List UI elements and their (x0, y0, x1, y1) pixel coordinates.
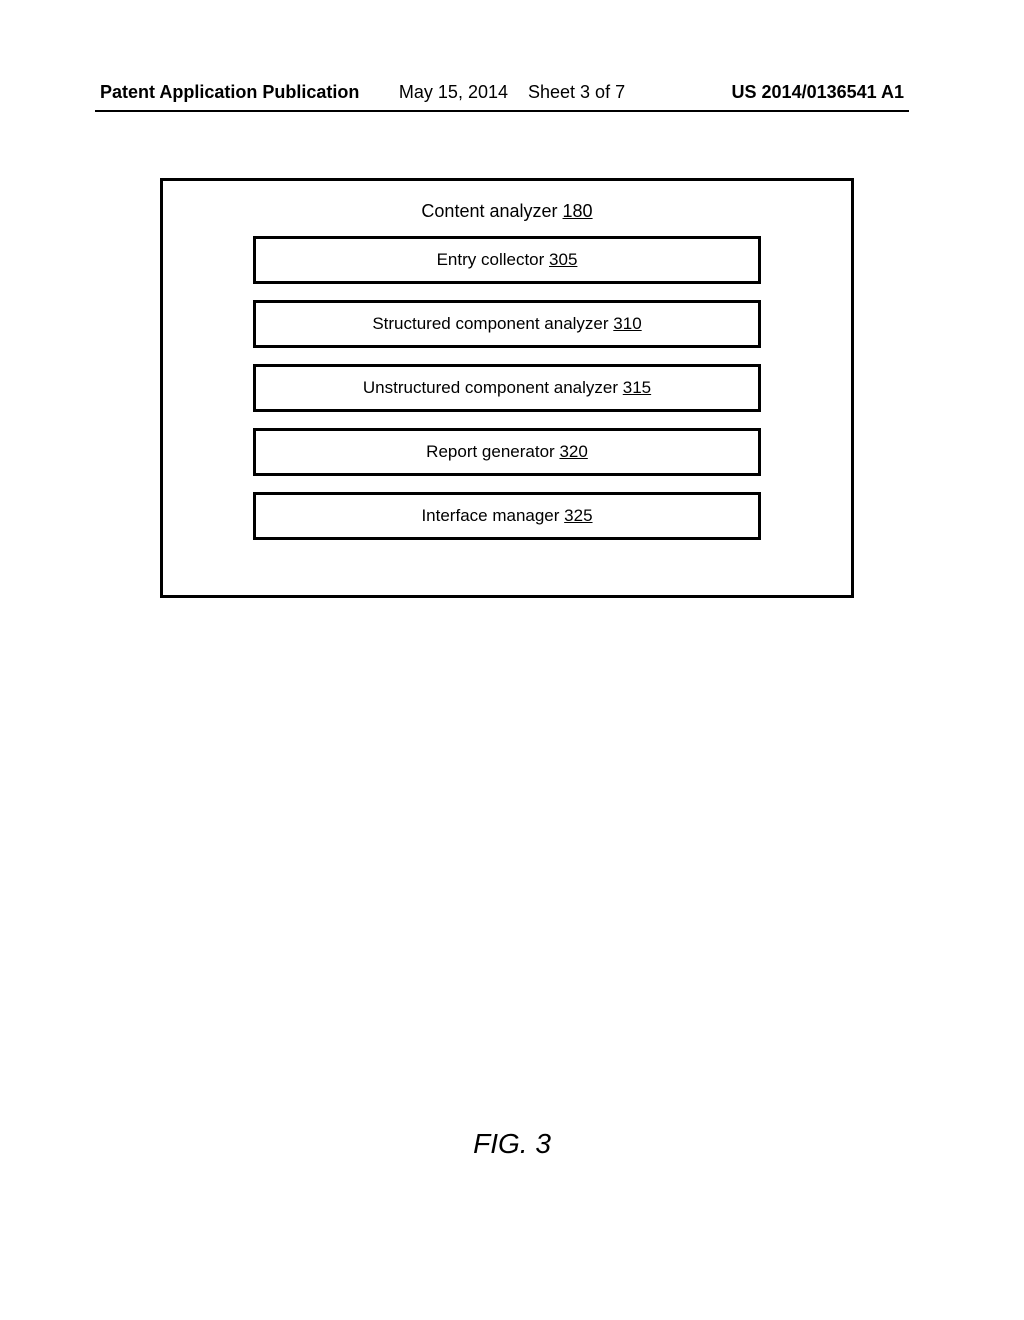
header-right: US 2014/0136541 A1 (732, 82, 904, 103)
content-analyzer-title: Content analyzer 180 (163, 201, 851, 222)
box-ref: 315 (623, 378, 651, 398)
figure-caption: FIG. 3 (0, 1128, 1024, 1160)
box-ref: 305 (549, 250, 577, 270)
box-ref: 310 (613, 314, 641, 334)
header-sheet: Sheet 3 of 7 (528, 82, 625, 102)
unstructured-component-analyzer-box: Unstructured component analyzer 315 (253, 364, 761, 412)
box-label: Report generator (426, 442, 555, 462)
interface-manager-box: Interface manager 325 (253, 492, 761, 540)
content-analyzer-box: Content analyzer 180 Entry collector 305… (160, 178, 854, 598)
box-label: Structured component analyzer (372, 314, 608, 334)
header-center: May 15, 2014 Sheet 3 of 7 (399, 82, 625, 103)
box-label: Interface manager (421, 506, 559, 526)
header-date: May 15, 2014 (399, 82, 508, 102)
box-ref: 320 (559, 442, 587, 462)
patent-page: Patent Application Publication May 15, 2… (0, 0, 1024, 1320)
box-label: Entry collector (437, 250, 545, 270)
report-generator-box: Report generator 320 (253, 428, 761, 476)
outer-ref: 180 (563, 201, 593, 221)
structured-component-analyzer-box: Structured component analyzer 310 (253, 300, 761, 348)
header-rule (95, 110, 909, 112)
header-left: Patent Application Publication (100, 82, 359, 103)
box-ref: 325 (564, 506, 592, 526)
outer-label: Content analyzer (421, 201, 557, 221)
entry-collector-box: Entry collector 305 (253, 236, 761, 284)
page-header: Patent Application Publication May 15, 2… (0, 82, 1024, 103)
box-label: Unstructured component analyzer (363, 378, 618, 398)
